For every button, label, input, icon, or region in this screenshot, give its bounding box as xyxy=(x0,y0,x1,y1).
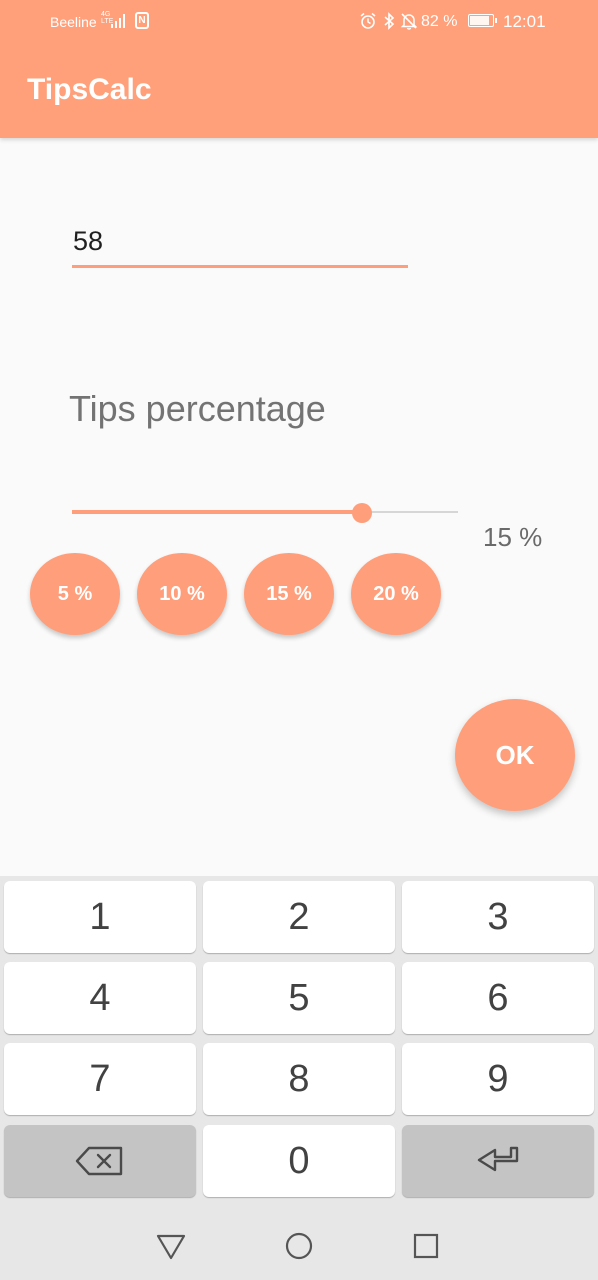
backspace-icon xyxy=(75,1146,123,1176)
mute-icon xyxy=(400,12,418,30)
home-icon xyxy=(285,1232,313,1260)
home-button[interactable] xyxy=(281,1228,317,1264)
key-1[interactable]: 1 xyxy=(4,881,196,953)
network-type: 4G LTE xyxy=(101,11,114,25)
key-0[interactable]: 0 xyxy=(203,1125,395,1197)
key-8[interactable]: 8 xyxy=(203,1043,395,1115)
tips-slider[interactable] xyxy=(72,503,458,523)
key-6[interactable]: 6 xyxy=(402,962,594,1034)
backspace-key[interactable] xyxy=(4,1125,196,1197)
bluetooth-icon xyxy=(380,12,398,30)
battery-icon xyxy=(468,14,497,27)
recents-button[interactable] xyxy=(408,1228,444,1264)
preset-5-button[interactable]: 5 % xyxy=(30,553,120,635)
clock: 12:01 xyxy=(503,12,546,31)
amount-input[interactable]: 58 xyxy=(72,220,408,268)
back-button[interactable] xyxy=(153,1228,189,1264)
ok-button[interactable]: OK xyxy=(455,699,575,811)
carrier-name: Beeline xyxy=(50,14,97,30)
tips-percentage-label: Tips percentage xyxy=(69,388,326,429)
numeric-keyboard: 1 2 3 4 5 6 7 8 9 0 xyxy=(0,876,598,1212)
system-navbar xyxy=(0,1212,598,1280)
preset-10-button[interactable]: 10 % xyxy=(137,553,227,635)
amount-value: 58 xyxy=(73,226,104,256)
key-5[interactable]: 5 xyxy=(203,962,395,1034)
percent-display: 15 % xyxy=(483,522,543,552)
preset-20-button[interactable]: 20 % xyxy=(351,553,441,635)
app-title: TipsCalc xyxy=(27,73,152,106)
enter-icon xyxy=(477,1146,519,1172)
enter-key[interactable] xyxy=(402,1125,594,1197)
nfc-icon: N xyxy=(135,12,149,29)
status-bar: Beeline 4G LTE N 82 % 12:01 xyxy=(0,0,598,46)
key-2[interactable]: 2 xyxy=(203,881,395,953)
key-4[interactable]: 4 xyxy=(4,962,196,1034)
preset-15-button[interactable]: 15 % xyxy=(244,553,334,635)
battery-percent: 82 % xyxy=(421,13,458,30)
recents-icon xyxy=(413,1233,439,1259)
back-icon xyxy=(156,1234,186,1260)
slider-thumb[interactable] xyxy=(352,503,372,523)
key-7[interactable]: 7 xyxy=(4,1043,196,1115)
signal-icon xyxy=(111,14,127,28)
slider-active-track xyxy=(72,510,362,514)
key-3[interactable]: 3 xyxy=(402,881,594,953)
alarm-icon xyxy=(359,12,377,30)
app-header: Beeline 4G LTE N 82 % 12:01 TipsCalc xyxy=(0,0,598,138)
key-9[interactable]: 9 xyxy=(402,1043,594,1115)
